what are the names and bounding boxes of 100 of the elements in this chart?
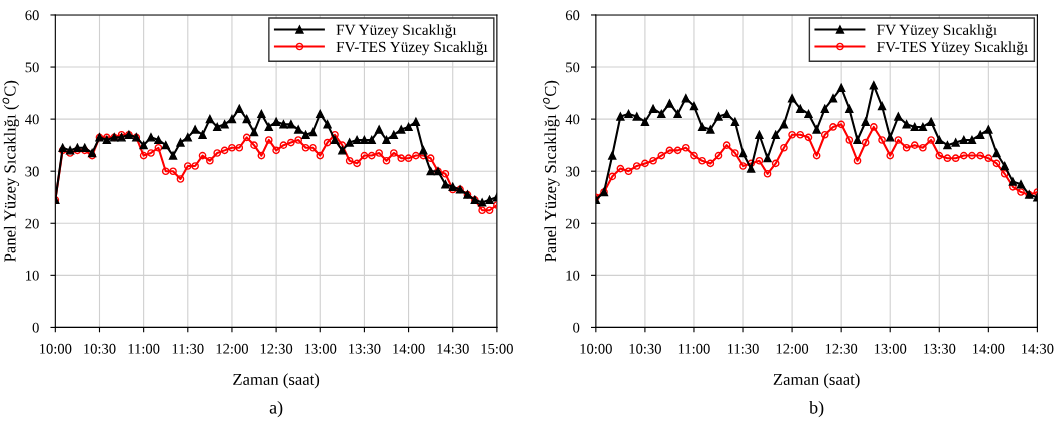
- point: [796, 130, 805, 139]
- point: [894, 136, 903, 144]
- point: [959, 151, 968, 160]
- point: [1008, 177, 1018, 186]
- point: [1000, 161, 1009, 171]
- legend-label: FV Yüzey Sıcaklığı: [336, 24, 457, 39]
- point: [804, 109, 813, 119]
- point: [836, 83, 846, 93]
- text: a): [269, 400, 283, 418]
- point: [935, 135, 944, 145]
- point: [608, 172, 617, 181]
- point: [804, 133, 813, 142]
- point: [739, 162, 747, 170]
- point: [894, 112, 903, 121]
- point: [697, 122, 707, 132]
- point: [828, 94, 838, 103]
- x-tick-label: 11:00: [678, 343, 710, 354]
- x-tick-label: 10:30: [629, 343, 661, 354]
- x-tick-label: 14:00: [973, 343, 1005, 354]
- y-tick-label: 40: [565, 114, 580, 125]
- point: [796, 104, 805, 113]
- point: [1017, 188, 1025, 196]
- point: [657, 151, 666, 160]
- x-tick-label: 12:00: [216, 343, 249, 354]
- y-tick-label: 20: [25, 218, 39, 229]
- point: [673, 146, 682, 155]
- x-axis-title: Zaman (saat): [233, 373, 320, 389]
- y-tick-label: 50: [25, 62, 39, 73]
- point: [967, 135, 977, 145]
- point: [747, 164, 756, 173]
- text: b): [809, 400, 824, 418]
- point: [878, 136, 886, 144]
- point: [787, 94, 797, 103]
- point: [648, 104, 658, 113]
- point: [861, 117, 870, 126]
- point: [706, 125, 715, 134]
- x-tick-label: 14:30: [1022, 343, 1054, 354]
- point: [722, 109, 731, 119]
- x-tick-label: 13:30: [349, 343, 381, 354]
- point: [657, 109, 666, 119]
- point: [640, 117, 650, 126]
- x-tick-label: 13:00: [874, 343, 907, 354]
- point: [788, 130, 796, 139]
- point: [771, 130, 780, 139]
- point: [673, 109, 682, 119]
- y-tick-label: 10: [566, 270, 580, 281]
- point: [649, 156, 657, 165]
- point: [681, 94, 690, 103]
- point: [714, 151, 723, 160]
- legend-label: FV-TES Yüzey Sıcaklığı: [877, 41, 1028, 56]
- point: [919, 143, 927, 152]
- point: [608, 151, 617, 160]
- point: [722, 141, 731, 149]
- x-tick-label: 13:30: [923, 343, 956, 354]
- y-tick-label: 60: [25, 10, 39, 21]
- point: [714, 112, 723, 121]
- point: [902, 143, 911, 152]
- x-tick-label: 12:00: [776, 343, 809, 354]
- point: [779, 120, 789, 129]
- point: [624, 109, 633, 119]
- x-tick-label: 11:30: [172, 343, 204, 354]
- y-tick-label: 0: [573, 322, 580, 333]
- point: [943, 154, 952, 163]
- point: [624, 167, 633, 176]
- x-tick-label: 14:00: [393, 343, 425, 354]
- point: [951, 138, 960, 147]
- point: [820, 130, 829, 139]
- point: [927, 136, 935, 144]
- x-tick-label: 14:30: [437, 343, 469, 354]
- point: [616, 112, 625, 121]
- point: [763, 154, 772, 163]
- point: [763, 169, 772, 178]
- point: [992, 159, 1001, 168]
- point: [812, 151, 821, 160]
- point: [869, 81, 878, 90]
- y-tick-label: 40: [25, 114, 39, 125]
- x-tick-label: 11:00: [128, 343, 160, 354]
- y-tick-label: 30: [25, 166, 39, 177]
- point: [730, 117, 740, 126]
- legend-label: FV Yüzey Sıcaklığı: [877, 24, 997, 39]
- y-tick-label: 30: [565, 166, 580, 177]
- point: [837, 120, 845, 129]
- point: [984, 125, 993, 134]
- point: [690, 151, 698, 160]
- point: [943, 140, 952, 150]
- point: [829, 123, 837, 131]
- legend-label: FV-TES Yüzey Sıcaklığı: [336, 41, 488, 56]
- point: [616, 164, 625, 173]
- point: [976, 130, 985, 139]
- y-tick-label: 60: [565, 10, 580, 21]
- point: [877, 101, 887, 111]
- point: [665, 99, 674, 108]
- y-tick-label: 20: [565, 218, 580, 229]
- point: [845, 104, 854, 113]
- point: [918, 122, 928, 132]
- point: [935, 151, 944, 160]
- point: [689, 101, 699, 111]
- point: [853, 156, 862, 165]
- point: [910, 122, 919, 132]
- point: [755, 156, 764, 165]
